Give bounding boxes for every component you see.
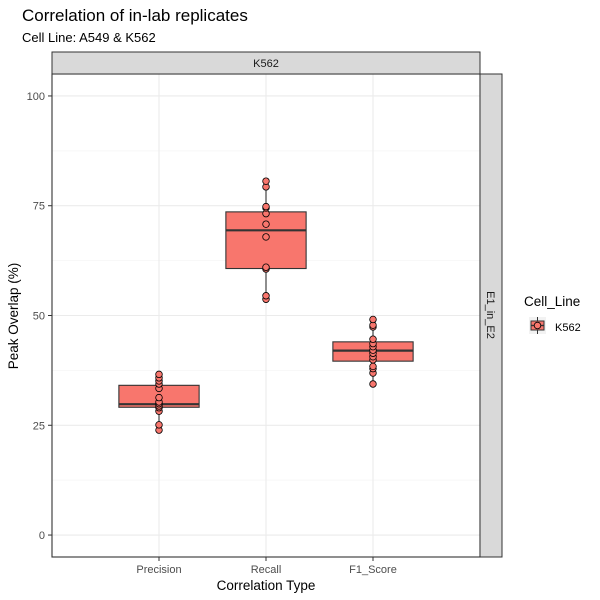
legend-title: Cell_Line (524, 294, 580, 309)
y-axis-ticks: 0 25 50 75 100 (27, 91, 52, 542)
facet-strip-top (51, 51, 481, 75)
facet-strip-right (479, 73, 503, 558)
x-tick-label: Recall (251, 564, 282, 576)
legend-key-point (533, 321, 542, 330)
data-point (262, 220, 270, 228)
legend-key-k562 (529, 317, 546, 334)
y-tick-label: 25 (33, 420, 45, 432)
data-point (369, 362, 377, 371)
box-f1-score (332, 315, 414, 388)
legend-label-k562: K562 (555, 322, 581, 334)
data-point (369, 315, 377, 324)
data-point (262, 177, 270, 185)
x-tick-label: F1_Score (349, 564, 397, 576)
data-point (369, 335, 377, 343)
data-point (262, 202, 270, 211)
data-point (369, 380, 377, 388)
data-point (155, 370, 163, 379)
y-axis-title: Peak Overlap (%) (6, 263, 21, 370)
chart-title: Correlation of in-lab replicates (22, 6, 248, 25)
legend: Cell_Line K562 (524, 294, 581, 334)
data-point (155, 421, 163, 429)
y-tick-label: 0 (39, 530, 45, 542)
box-recall (225, 177, 307, 303)
facet-strip-right-label: E1_in_E2 (484, 291, 496, 339)
x-tick-label: Precision (136, 564, 181, 576)
data-point (262, 292, 270, 300)
facet-strip-top-label: K562 (253, 58, 279, 70)
data-point (262, 263, 270, 271)
chart-subtitle: Cell Line: A549 & K562 (22, 30, 156, 45)
box-precision (118, 370, 200, 434)
data-point (155, 393, 163, 402)
plot-panel (51, 73, 481, 558)
data-point (262, 233, 270, 241)
x-axis-ticks: Precision Recall F1_Score (136, 557, 397, 576)
y-tick-label: 75 (33, 201, 45, 213)
x-axis-title: Correlation Type (217, 578, 316, 593)
y-tick-label: 50 (33, 311, 45, 323)
y-tick-label: 100 (27, 91, 45, 103)
